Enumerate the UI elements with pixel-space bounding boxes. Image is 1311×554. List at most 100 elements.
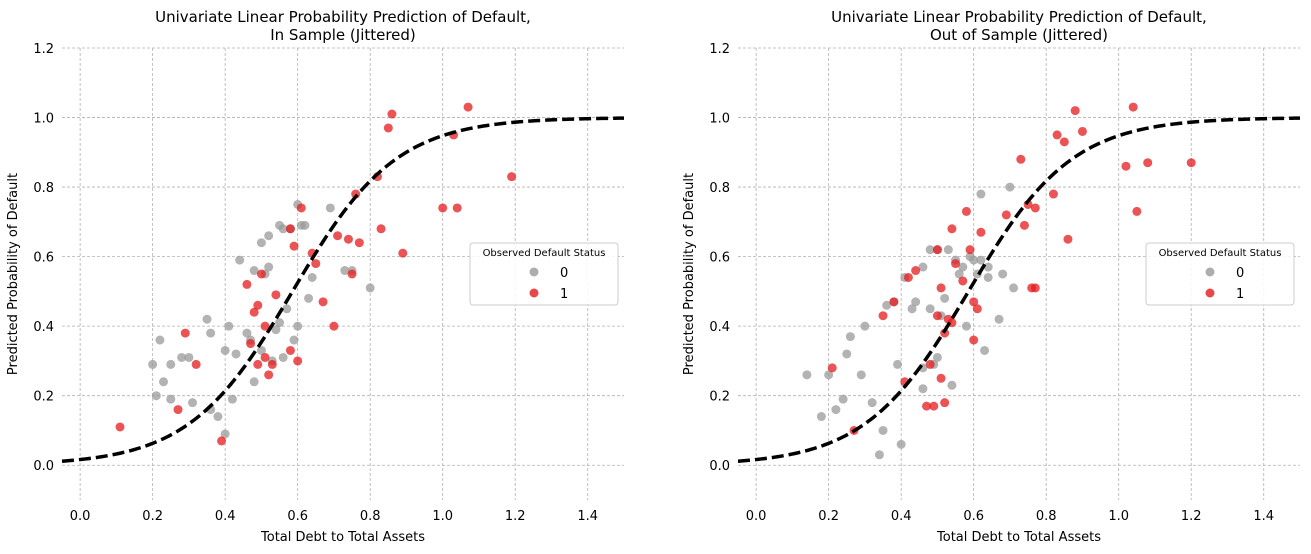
scatter-point-class-0: [838, 394, 848, 404]
scatter-point-class-1: [285, 224, 295, 234]
legend-marker-0: [529, 267, 539, 277]
y-axis-label: Predicted Probability of Default: [682, 173, 697, 375]
scatter-point-class-1: [296, 203, 306, 213]
scatter-point-class-1: [1052, 130, 1062, 140]
y-tick-label: 0.2: [33, 390, 54, 405]
scatter-point-class-1: [1121, 161, 1131, 171]
scatter-point-class-0: [148, 359, 158, 369]
x-tick-label: 0.6: [287, 509, 308, 524]
scatter-point-class-0: [271, 325, 281, 335]
y-tick-label: 1.0: [33, 112, 54, 127]
scatter-point-class-0: [264, 231, 274, 241]
scatter-point-class-1: [929, 401, 939, 411]
scatter-point-class-0: [882, 300, 892, 310]
scatter-point-class-0: [304, 293, 314, 303]
legend-box: [469, 242, 619, 306]
scatter-point-class-0: [907, 304, 917, 314]
x-tick-label: 0.4: [215, 509, 236, 524]
scatter-point-class-0: [1009, 283, 1019, 293]
scatter-point-class-1: [1077, 126, 1087, 136]
legend-title: Observed Default Status: [1159, 248, 1282, 259]
scatter-point-class-1: [246, 339, 256, 349]
scatter-point-class-0: [816, 412, 826, 422]
scatter-point-class-0: [275, 318, 285, 328]
legend: Observed Default Status 0 1: [1145, 242, 1295, 306]
scatter-point-class-0: [155, 335, 165, 345]
scatter-point-class-1: [1016, 154, 1026, 164]
scatter-point-class-1: [878, 311, 888, 321]
scatter-point-class-1: [267, 359, 277, 369]
scatter-point-class-1: [922, 401, 932, 411]
scatter-point-class-0: [159, 377, 169, 387]
x-tick-label: 0.6: [963, 509, 984, 524]
scatter-point-class-1: [333, 231, 343, 241]
legend-label-1: 1: [560, 287, 568, 302]
legend-label-0: 0: [560, 266, 568, 281]
scatter-point-class-0: [983, 272, 993, 282]
scatter-point-class-0: [325, 203, 335, 213]
scatter-point-class-1: [253, 359, 263, 369]
scatter-point-class-1: [383, 123, 393, 133]
scatter-point-class-0: [227, 394, 237, 404]
y-tick-label: 1.2: [709, 42, 730, 57]
scatter-point-class-0: [918, 384, 928, 394]
scatter-point-class-1: [260, 321, 270, 331]
scatter-point-class-1: [452, 203, 462, 213]
scatter-point-class-1: [354, 238, 364, 248]
scatter-point-class-1: [969, 297, 979, 307]
x-tick-label: 0.8: [360, 509, 381, 524]
scatter-point-class-1: [1128, 102, 1138, 112]
scatter-point-class-1: [191, 359, 201, 369]
x-tick-label: 1.0: [1108, 509, 1129, 524]
fitted-probability-curve: [737, 116, 1301, 463]
scatter-point-class-1: [1059, 137, 1069, 147]
scatter-point-class-1: [217, 436, 227, 446]
x-tick-label: 0.4: [891, 509, 912, 524]
scatter-point-class-0: [860, 321, 870, 331]
y-tick-label: 0.0: [709, 459, 730, 474]
legend-box: [1145, 242, 1295, 306]
x-tick-label: 1.2: [1181, 509, 1202, 524]
scatter-point-class-0: [994, 314, 1004, 324]
scatter-point-class-1: [285, 345, 295, 355]
scatter-point-class-1: [958, 276, 968, 286]
scatter-point-class-0: [264, 262, 274, 272]
chart-title: Univariate Linear Probability Prediction…: [831, 8, 1207, 44]
y-tick-label: 0.2: [709, 390, 730, 405]
legend-marker-1: [1205, 288, 1215, 298]
scatter-point-class-0: [249, 266, 259, 276]
scatter-point-class-0: [893, 359, 903, 369]
scatter-point-class-1: [947, 224, 957, 234]
legend-label-0: 0: [1236, 266, 1244, 281]
scatter-point-class-1: [398, 248, 408, 258]
legend-label-1: 1: [1236, 287, 1244, 302]
scatter-point-class-0: [998, 269, 1008, 279]
y-axis-label: Predicted Probability of Default: [6, 173, 21, 375]
scatter-point-class-1: [1143, 158, 1153, 168]
scatter-point-class-1: [115, 422, 125, 432]
scatter-point-class-1: [972, 304, 982, 314]
scatter-point-class-0: [231, 349, 241, 359]
scatter-point-class-1: [347, 269, 357, 279]
scatter-point-class-0: [943, 245, 953, 255]
scatter-point-class-0: [976, 189, 986, 199]
scatter-point-class-1: [961, 206, 971, 216]
x-tick-label: 0.8: [1036, 509, 1057, 524]
scatter-point-class-0: [842, 349, 852, 359]
scatter-point-class-0: [224, 321, 234, 331]
x-tick-label: 1.4: [577, 509, 598, 524]
y-tick-label: 1.2: [33, 42, 54, 57]
scatter-point-class-0: [249, 377, 259, 387]
scatter-point-class-0: [300, 220, 310, 230]
scatter-point-class-0: [242, 328, 252, 338]
scatter-point-class-0: [958, 262, 968, 272]
x-tick-label: 1.2: [505, 509, 526, 524]
scatter-point-class-0: [831, 405, 841, 415]
scatter-point-class-0: [983, 262, 993, 272]
scatter-point-class-1: [965, 245, 975, 255]
scatter-point-class-1: [1063, 234, 1073, 244]
scatter-point-class-0: [932, 352, 942, 362]
scatter-point-class-1: [1030, 283, 1040, 293]
scatter-point-class-0: [867, 398, 877, 408]
